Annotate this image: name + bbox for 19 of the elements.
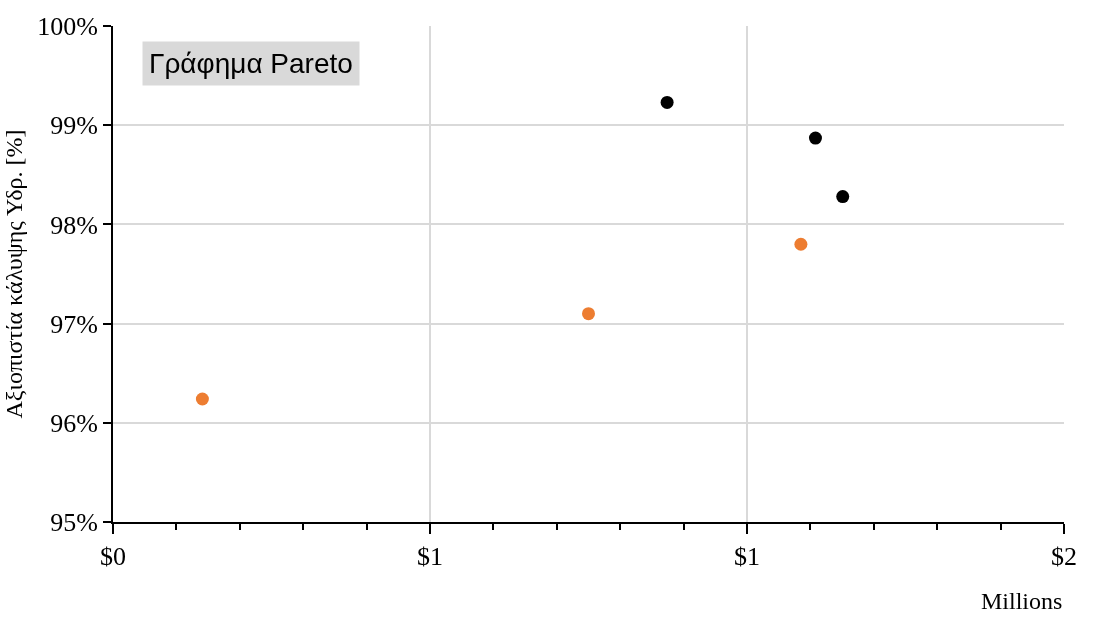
y-tick-label: 99%	[50, 111, 98, 141]
x-tick-label: $2	[1051, 542, 1077, 572]
x-tick-label: $1	[734, 542, 760, 572]
point	[582, 307, 595, 321]
x-axis-title: Millions	[981, 588, 1063, 614]
point	[195, 392, 209, 406]
point	[808, 131, 822, 145]
y-tick-label: 100%	[37, 12, 98, 42]
text: Γράφημα Pareto	[149, 48, 353, 79]
x-tick-label: $1	[417, 542, 443, 572]
y-tick-label: 98%	[50, 210, 98, 240]
x-tick-label: $0	[100, 542, 126, 572]
y-axis-title: Αξιοπιστία κάλυψης Υδρ. [%]	[0, 129, 27, 419]
point	[794, 237, 808, 251]
point	[836, 190, 850, 204]
y-tick-label: 95%	[50, 508, 98, 538]
point	[660, 95, 674, 109]
y-tick-label: 96%	[50, 408, 98, 438]
y-tick-label: 97%	[50, 309, 98, 339]
